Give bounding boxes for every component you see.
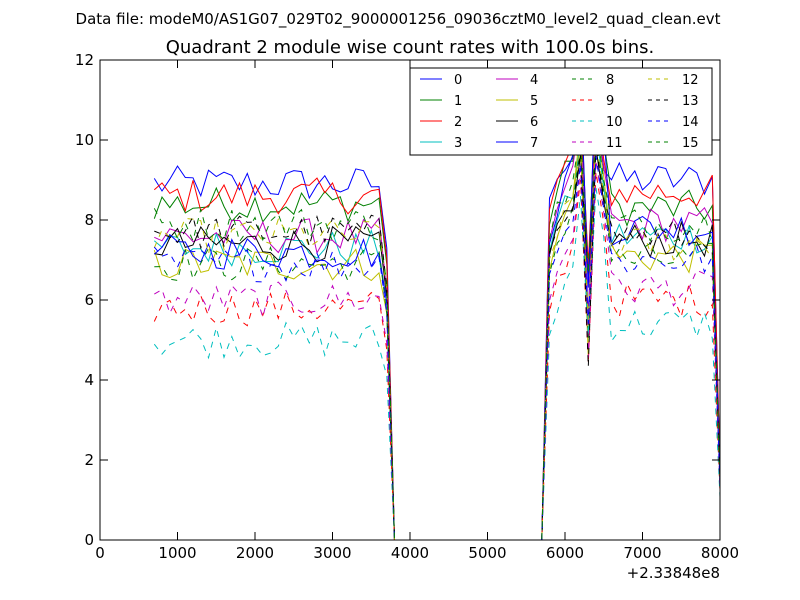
chart-title: Quadrant 2 module wise count rates with … bbox=[166, 37, 655, 58]
x-tick-label: 1000 bbox=[158, 544, 196, 562]
y-tick-label: 8 bbox=[84, 211, 94, 229]
x-tick-label: 8000 bbox=[701, 544, 739, 562]
y-tick-label: 0 bbox=[84, 531, 94, 549]
x-tick-label: 7000 bbox=[623, 544, 661, 562]
legend-box bbox=[409, 67, 713, 156]
legend-label-1: 1 bbox=[454, 94, 462, 109]
series-line-14 bbox=[153, 155, 721, 541]
data-file-label: Data file: modeM0/AS1G07_029T02_90000012… bbox=[76, 10, 721, 29]
legend-label-9: 9 bbox=[606, 94, 614, 109]
x-offset-label: +2.33848e8 bbox=[627, 564, 720, 582]
legend-label-14: 14 bbox=[682, 115, 699, 130]
x-tick-label: 4000 bbox=[391, 544, 429, 562]
legend-label-8: 8 bbox=[606, 73, 614, 88]
series-line-1 bbox=[153, 79, 721, 541]
x-tick-label: 2000 bbox=[236, 544, 274, 562]
series-line-10 bbox=[153, 187, 721, 541]
x-tick-label: 5000 bbox=[468, 544, 506, 562]
series-line-11 bbox=[154, 159, 721, 541]
series-line-3 bbox=[153, 131, 721, 541]
y-tick-label: 12 bbox=[75, 51, 94, 69]
legend-label-10: 10 bbox=[606, 115, 623, 130]
series-line-2 bbox=[153, 99, 721, 541]
axis-ticks: 0 1000 2000 3000 4000 5000 6000 7000 80000246810… bbox=[75, 51, 739, 562]
x-tick-label: 6000 bbox=[546, 544, 584, 562]
series-line-15 bbox=[153, 123, 721, 541]
series-layer bbox=[153, 67, 721, 541]
series-line-7 bbox=[153, 67, 721, 541]
series-line-8 bbox=[154, 135, 721, 541]
y-tick-label: 4 bbox=[84, 371, 94, 389]
series-line-4 bbox=[154, 107, 721, 541]
legend-label-12: 12 bbox=[682, 73, 699, 88]
y-tick-label: 10 bbox=[75, 131, 94, 149]
legend-label-6: 6 bbox=[530, 115, 538, 130]
series-line-12 bbox=[153, 139, 721, 541]
series-line-5 bbox=[153, 119, 721, 541]
legend-label-5: 5 bbox=[530, 94, 538, 109]
legend-label-4: 4 bbox=[530, 73, 538, 88]
legend-label-3: 3 bbox=[454, 136, 462, 151]
x-tick-label: 0 bbox=[95, 544, 105, 562]
legend-label-11: 11 bbox=[606, 136, 623, 151]
legend-label-13: 13 bbox=[682, 94, 699, 109]
legend-label-2: 2 bbox=[454, 115, 462, 130]
x-tick-label: 3000 bbox=[313, 544, 351, 562]
legend-label-15: 15 bbox=[682, 136, 699, 151]
legend-label-0: 0 bbox=[454, 73, 462, 88]
series-line-6 bbox=[154, 147, 721, 541]
series-line-0 bbox=[153, 111, 721, 541]
y-tick-label: 2 bbox=[84, 451, 94, 469]
legend-label-7: 7 bbox=[530, 136, 538, 151]
y-tick-label: 6 bbox=[84, 291, 94, 309]
